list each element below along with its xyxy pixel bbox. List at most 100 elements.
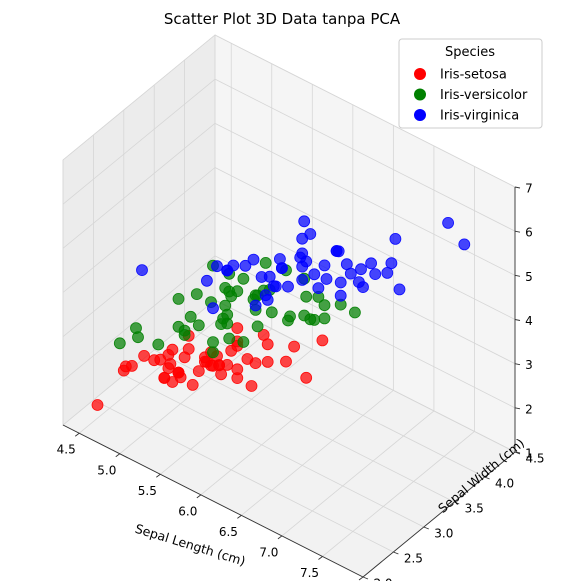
scatter-point [249, 299, 262, 312]
y-tick-label: 4.5 [525, 452, 544, 466]
scatter-point [458, 238, 471, 251]
scatter-point [296, 273, 309, 286]
scatter-point [393, 283, 406, 296]
y-gridline [154, 349, 455, 503]
scatter-point [231, 322, 244, 335]
z-tick-mark [514, 407, 521, 410]
scatter-point [223, 332, 236, 345]
scatter-point [348, 306, 361, 319]
scatter-point [119, 360, 132, 373]
x-tick-mark [318, 556, 323, 560]
scatter-point [221, 358, 234, 371]
legend-label: Iris-virginica [440, 109, 519, 124]
x-gridline [200, 369, 354, 496]
tick-labels: 4.55.05.56.06.57.07.58.02.02.53.03.54.04… [57, 182, 545, 581]
x-gridline [241, 390, 394, 516]
scatter-point [174, 371, 187, 384]
scatter-point [334, 276, 347, 289]
legend-marker [414, 109, 426, 121]
x-tick-label: 4.5 [57, 443, 76, 457]
scatter-point [225, 290, 238, 303]
y-tick-label: 4.0 [495, 477, 514, 491]
z-gridline [62, 123, 216, 249]
scatter-point [300, 371, 313, 384]
scatter-point [211, 260, 223, 273]
legend-box [398, 38, 543, 129]
scatter-point [442, 216, 455, 229]
scatter-point [239, 259, 252, 272]
y-tick-mark [423, 526, 429, 530]
scatter-point [231, 372, 244, 385]
z-tick-label: 5 [525, 270, 533, 284]
data-points [91, 215, 471, 411]
scatter-point [261, 338, 274, 351]
scatter-point [344, 267, 357, 280]
scatter-point [200, 355, 213, 368]
scatter-point [215, 318, 228, 331]
scatter-point [318, 259, 331, 272]
scatter-point [269, 280, 282, 293]
scatter-point [138, 349, 151, 362]
scatter-point [296, 260, 309, 273]
scatter-point [284, 310, 296, 323]
legend[interactable]: Species Iris-setosa Iris-versicolor Iris-v… [398, 38, 543, 129]
scatter-point [113, 337, 126, 350]
scatter-point [245, 380, 258, 392]
y-tick-label: 2.0 [373, 577, 392, 581]
z-tick-mark [514, 186, 521, 189]
y-tick-mark [454, 501, 460, 505]
scatter-point [237, 336, 250, 348]
scatter-point [136, 264, 148, 277]
legend-label: Iris-setosa [440, 68, 507, 83]
z-tick-mark [514, 363, 521, 366]
x-tick-label: 6.0 [178, 504, 197, 518]
scatter-point [282, 280, 294, 293]
scatter-point [275, 262, 288, 275]
z-gridline [62, 255, 216, 382]
scatter-point [288, 340, 301, 353]
scatter-point [251, 320, 264, 333]
scatter-point [192, 319, 205, 332]
scatter-point [152, 338, 165, 351]
z-tick-mark [514, 274, 521, 277]
scatter-point [308, 268, 321, 281]
y-tick-mark [362, 576, 369, 580]
x-tick-label: 6.5 [219, 525, 238, 539]
x-tick-mark [196, 494, 202, 499]
y-tick-mark [393, 551, 399, 555]
z-gridline [214, 34, 516, 188]
scatter-point [184, 310, 197, 323]
y-tick-label: 3.0 [434, 527, 453, 541]
scatter-point [221, 264, 234, 277]
y-axis-line [362, 451, 516, 578]
legend-marker [414, 88, 426, 101]
scatter-point [320, 273, 333, 285]
scatter-point [298, 215, 311, 228]
z-tick-mark [514, 230, 521, 233]
z-tick-label: 2 [525, 402, 533, 416]
z-tick-label: 7 [525, 182, 533, 196]
x-axis-line [62, 424, 364, 578]
y-tick-label: 3.5 [465, 502, 484, 516]
scatter-point [261, 355, 274, 368]
z-tick-label: 3 [525, 358, 533, 372]
x-tick-mark [358, 576, 364, 581]
scatter-point [365, 257, 378, 270]
z-tick-mark [514, 319, 521, 321]
scatter-point [280, 355, 292, 368]
chart-title: Scatter Plot 3D Data tanpa PCA [164, 10, 401, 28]
z-gridline [214, 167, 516, 320]
x-tick-mark [156, 473, 161, 478]
scatter-point [91, 399, 104, 411]
scatter-point [318, 312, 331, 325]
scatter-point [247, 253, 260, 266]
scatter-point [172, 292, 185, 305]
x-tick-label: 7.5 [300, 566, 319, 580]
scatter-point [249, 357, 262, 370]
y-tick-mark [484, 476, 490, 480]
z-gridline [214, 78, 516, 232]
scatter-point [298, 309, 311, 322]
y-tick-label: 2.5 [404, 552, 423, 566]
scatter-point [225, 344, 238, 357]
